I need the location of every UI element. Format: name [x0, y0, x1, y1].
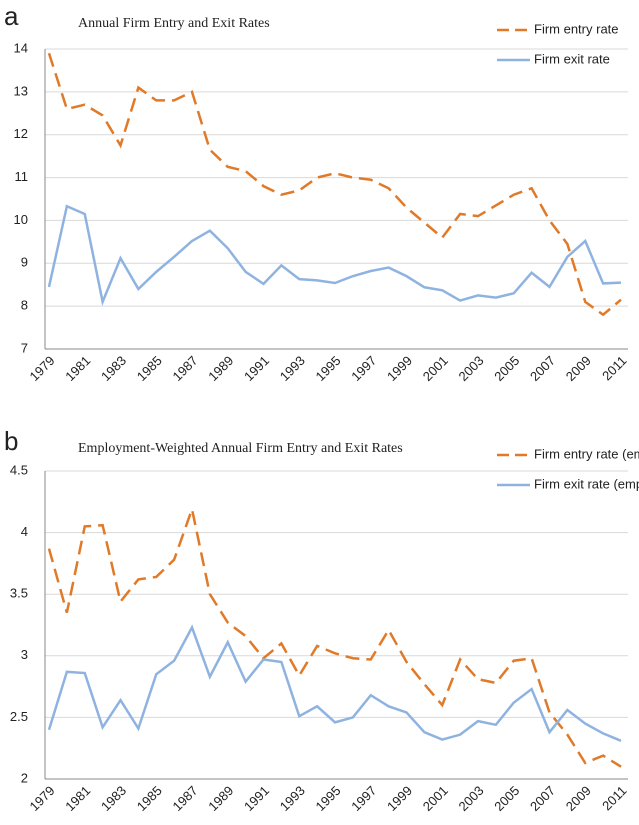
x-tick-label: 1993	[277, 353, 308, 384]
y-tick-label: 2.5	[10, 709, 28, 724]
x-tick-label: 2011	[599, 353, 629, 383]
y-tick-label: 7	[21, 340, 28, 355]
x-tick-label: 1983	[98, 353, 129, 384]
x-tick-label: 2007	[527, 353, 558, 384]
x-tick-label: 1995	[312, 783, 343, 814]
x-tick-label: 2001	[420, 783, 451, 814]
series-line	[47, 52, 622, 317]
x-tick-label: 2001	[420, 353, 451, 384]
y-tick-label: 10	[14, 212, 28, 227]
x-tick-label: 2005	[491, 353, 522, 384]
legend-label: Firm exit rate (emp)	[534, 476, 639, 491]
x-tick-label: 1991	[241, 353, 272, 384]
x-tick-label: 2009	[563, 783, 594, 814]
series-line	[47, 204, 622, 307]
legend-label: Firm entry rate (emp)	[534, 446, 639, 461]
series-line	[47, 624, 622, 742]
x-tick-label: 1997	[348, 353, 379, 384]
x-tick-label: 2005	[491, 783, 522, 814]
chart-title: Employment-Weighted Annual Firm Entry an…	[78, 441, 403, 456]
x-tick-label: 2003	[455, 783, 486, 814]
x-tick-label: 1985	[134, 783, 165, 814]
series-line	[47, 504, 622, 768]
x-tick-label: 1981	[62, 353, 93, 384]
x-tick-label: 1985	[134, 353, 165, 384]
chart-title: Annual Firm Entry and Exit Rates	[78, 16, 270, 31]
x-tick-label: 1997	[348, 783, 379, 814]
x-tick-label: 1979	[26, 353, 57, 384]
x-tick-label: 2003	[455, 353, 486, 384]
legend-label: Firm exit rate	[534, 51, 610, 66]
x-tick-label: 1991	[241, 783, 272, 814]
x-tick-label: 1993	[277, 783, 308, 814]
panel-label: b	[4, 426, 18, 456]
x-tick-label: 1999	[384, 783, 415, 814]
x-tick-label: 1981	[62, 783, 93, 814]
y-tick-label: 9	[21, 255, 28, 270]
x-tick-label: 1999	[384, 353, 415, 384]
x-tick-label: 1987	[169, 353, 200, 384]
y-tick-label: 11	[15, 169, 29, 184]
legend-label: Firm entry rate	[534, 21, 619, 36]
y-tick-label: 4	[21, 524, 28, 539]
y-tick-label: 3	[21, 647, 28, 662]
x-tick-label: 2011	[599, 783, 629, 813]
y-tick-label: 4.5	[10, 462, 28, 477]
x-tick-label: 1983	[98, 783, 129, 814]
x-tick-label: 1979	[26, 783, 57, 814]
x-tick-label: 1989	[205, 353, 236, 384]
x-tick-label: 1989	[205, 783, 236, 814]
x-tick-label: 2009	[563, 353, 594, 384]
x-tick-label: 2007	[527, 783, 558, 814]
y-tick-label: 13	[14, 83, 28, 98]
y-tick-label: 8	[21, 298, 28, 313]
y-tick-label: 2	[21, 770, 28, 785]
y-tick-label: 3.5	[10, 586, 28, 601]
y-tick-label: 12	[14, 126, 28, 141]
panel-label: a	[4, 1, 19, 31]
x-tick-label: 1987	[169, 783, 200, 814]
x-tick-label: 1995	[312, 353, 343, 384]
y-tick-label: 14	[14, 40, 28, 55]
